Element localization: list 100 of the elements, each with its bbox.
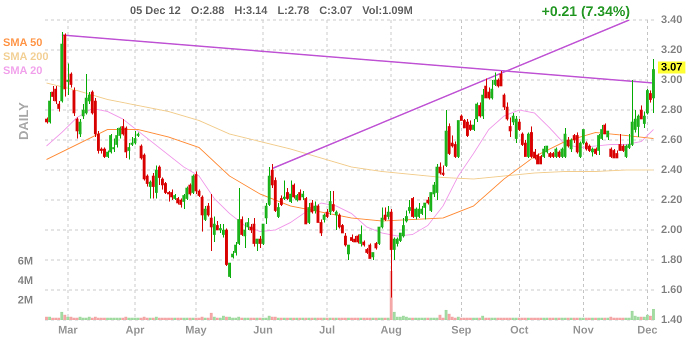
candlestick bbox=[648, 90, 652, 103]
y-tick-label: 3.40 bbox=[661, 14, 682, 26]
candlestick bbox=[414, 207, 418, 220]
candlestick bbox=[204, 206, 207, 222]
candlestick bbox=[466, 118, 469, 138]
candlestick bbox=[289, 180, 292, 204]
x-tick-label: Mar bbox=[58, 324, 78, 337]
candlestick bbox=[564, 128, 566, 158]
y2-tick-label: 4M bbox=[18, 274, 33, 287]
candlestick bbox=[115, 128, 118, 148]
bar bbox=[88, 316, 91, 320]
candlestick bbox=[570, 138, 573, 152]
y2-tick-label: 6M bbox=[18, 255, 33, 268]
candlestick bbox=[411, 196, 414, 218]
bar bbox=[402, 316, 405, 320]
candlestick bbox=[194, 171, 198, 194]
y-tick-label: 2.20 bbox=[661, 194, 682, 206]
candlestick bbox=[152, 172, 155, 199]
bar bbox=[228, 316, 231, 320]
candlestick bbox=[438, 162, 442, 175]
bar bbox=[640, 316, 643, 320]
bar bbox=[444, 310, 448, 320]
bar bbox=[398, 316, 402, 320]
candlestick bbox=[328, 190, 332, 216]
candlestick bbox=[76, 117, 78, 139]
bar bbox=[274, 316, 277, 320]
x-tick-label: Apr bbox=[126, 324, 146, 337]
candlestick bbox=[500, 70, 502, 86]
candlestick bbox=[313, 201, 316, 214]
bar bbox=[642, 316, 646, 320]
bar bbox=[456, 316, 460, 320]
text: SMA 20 bbox=[3, 64, 44, 78]
candlestick bbox=[566, 136, 570, 148]
candlestick bbox=[212, 216, 216, 242]
x-tick-label: Jun bbox=[253, 324, 274, 337]
y2-tick-label: 2M bbox=[18, 294, 33, 306]
bar bbox=[648, 316, 652, 320]
bar bbox=[48, 316, 52, 320]
candlestick bbox=[258, 236, 262, 248]
text: SMA 50 bbox=[3, 36, 44, 50]
y-tick-label: 2.60 bbox=[661, 134, 682, 146]
bar bbox=[450, 316, 454, 320]
candlestick bbox=[222, 224, 225, 238]
candlestick bbox=[158, 165, 161, 186]
candlestick bbox=[154, 165, 158, 199]
candlestick bbox=[630, 80, 634, 146]
bar bbox=[63, 314, 66, 320]
candlestick bbox=[442, 165, 444, 176]
candlestick bbox=[282, 180, 286, 200]
y-tick-label: 2.00 bbox=[661, 224, 682, 236]
candlestick bbox=[487, 87, 490, 100]
x-tick-label: Nov bbox=[572, 324, 595, 337]
bar bbox=[404, 316, 408, 320]
y-tick-label: 3.20 bbox=[661, 44, 682, 56]
x-tick-label: Jul bbox=[319, 324, 336, 337]
candlestick bbox=[286, 188, 289, 200]
bar bbox=[438, 314, 442, 320]
bar bbox=[646, 314, 649, 320]
x-tick-label: Oct bbox=[510, 324, 529, 337]
bar bbox=[609, 316, 612, 320]
candlestick bbox=[170, 189, 174, 200]
bar bbox=[268, 316, 271, 320]
candlestick bbox=[112, 138, 116, 152]
bar bbox=[448, 314, 451, 320]
y-tick-label: 1.80 bbox=[661, 254, 682, 266]
candlestick bbox=[384, 207, 387, 222]
bar bbox=[66, 316, 70, 320]
bar bbox=[124, 316, 128, 320]
candlestick bbox=[188, 183, 192, 196]
candlestick bbox=[402, 218, 405, 238]
bar bbox=[630, 310, 634, 320]
candlestick bbox=[84, 74, 88, 115]
candlestick bbox=[490, 80, 494, 100]
candlestick bbox=[542, 146, 546, 158]
y-tick-label: 1.60 bbox=[661, 284, 682, 296]
candlestick bbox=[256, 238, 258, 252]
candlestick bbox=[191, 174, 194, 194]
candlestick bbox=[164, 182, 167, 194]
bar bbox=[142, 316, 146, 320]
candlestick bbox=[127, 142, 130, 160]
candlestick bbox=[210, 194, 213, 252]
candlestick bbox=[276, 202, 280, 218]
text: Vol:1.09M bbox=[362, 5, 413, 17]
candlestick bbox=[69, 72, 72, 88]
candlestick bbox=[481, 88, 484, 120]
text: O:2.88 bbox=[190, 5, 224, 17]
bar bbox=[69, 316, 72, 320]
text: H:3.14 bbox=[234, 5, 268, 17]
candlestick bbox=[392, 237, 396, 260]
bar bbox=[225, 316, 228, 320]
candlestick bbox=[292, 183, 296, 199]
candlestick bbox=[228, 262, 231, 278]
bar bbox=[212, 316, 216, 320]
x-tick-label: Aug bbox=[380, 324, 402, 337]
candlestick bbox=[618, 134, 622, 151]
candlestick bbox=[417, 202, 420, 218]
candlestick bbox=[298, 189, 302, 200]
candlestick bbox=[347, 244, 350, 260]
candlestick bbox=[636, 114, 640, 138]
candlestick bbox=[280, 195, 283, 206]
